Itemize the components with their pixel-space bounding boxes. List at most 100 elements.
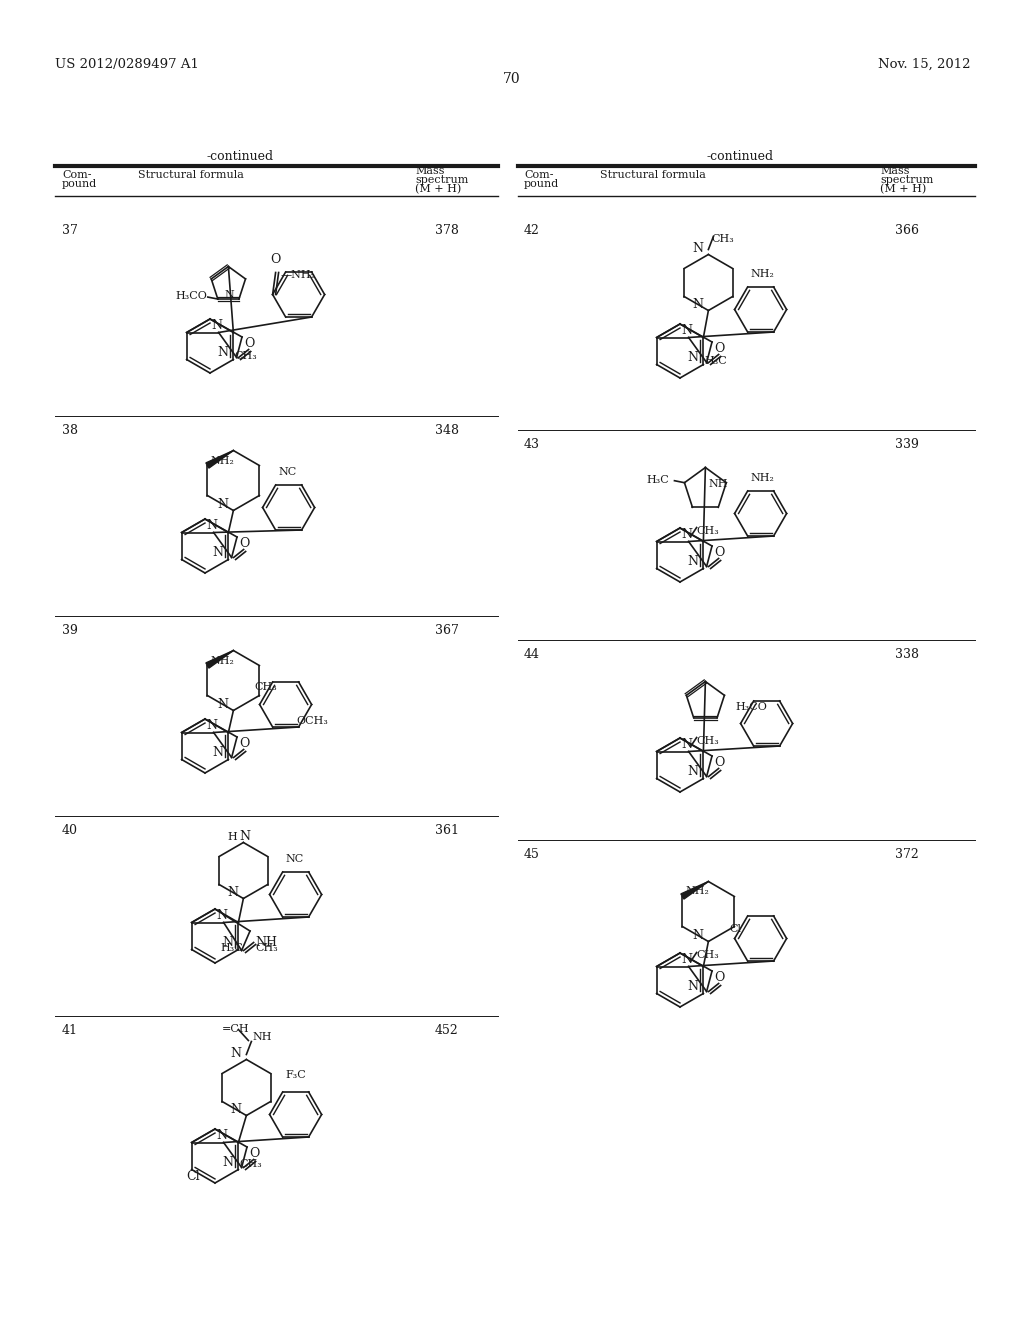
- Text: N: N: [216, 909, 227, 921]
- Text: CH₃: CH₃: [234, 351, 257, 360]
- Text: 339: 339: [895, 438, 919, 451]
- Text: 40: 40: [62, 824, 78, 837]
- Text: Com-: Com-: [524, 170, 554, 180]
- Text: CH₃: CH₃: [239, 1159, 262, 1170]
- Text: F₃C: F₃C: [286, 1071, 306, 1080]
- Text: H₃C: H₃C: [646, 475, 670, 484]
- Text: H: H: [227, 832, 238, 842]
- Polygon shape: [206, 450, 233, 469]
- Text: 44: 44: [524, 648, 540, 661]
- Text: 39: 39: [62, 624, 78, 638]
- Text: N: N: [692, 929, 702, 942]
- Text: NH₂: NH₂: [210, 455, 234, 466]
- Text: 366: 366: [895, 224, 919, 238]
- Text: NH: NH: [709, 479, 728, 488]
- Text: N: N: [211, 319, 222, 333]
- Text: —NH₂: —NH₂: [281, 271, 315, 281]
- Text: pound: pound: [62, 180, 97, 189]
- Text: N: N: [687, 766, 698, 777]
- Text: O: O: [715, 546, 725, 558]
- Text: N: N: [687, 554, 698, 568]
- Text: CH₃: CH₃: [712, 235, 734, 244]
- Text: 378: 378: [435, 224, 459, 238]
- Text: NH: NH: [256, 936, 278, 949]
- Text: N: N: [229, 1104, 241, 1115]
- Text: O: O: [240, 537, 250, 550]
- Text: O: O: [715, 972, 725, 983]
- Text: 70: 70: [503, 73, 521, 86]
- Text: N: N: [217, 698, 228, 711]
- Text: Mass: Mass: [880, 166, 909, 176]
- Text: N: N: [687, 979, 698, 993]
- Text: N: N: [212, 746, 223, 759]
- Text: NH₂: NH₂: [751, 269, 774, 279]
- Text: Cl: Cl: [730, 924, 741, 933]
- Text: Structural formula: Structural formula: [600, 170, 706, 180]
- Text: 37: 37: [62, 224, 78, 238]
- Text: 45: 45: [524, 847, 540, 861]
- Text: N: N: [239, 830, 250, 843]
- Text: spectrum: spectrum: [880, 176, 933, 185]
- Text: N: N: [227, 886, 238, 899]
- Text: N: N: [681, 323, 692, 337]
- Text: N: N: [206, 719, 217, 733]
- Text: CH₃: CH₃: [255, 682, 278, 693]
- Text: 41: 41: [62, 1024, 78, 1038]
- Text: NH₂: NH₂: [210, 656, 234, 665]
- Text: N: N: [206, 519, 217, 532]
- Text: 43: 43: [524, 438, 540, 451]
- Text: CH₃: CH₃: [696, 735, 720, 746]
- Text: O: O: [270, 253, 281, 267]
- Polygon shape: [681, 882, 709, 899]
- Text: -continued: -continued: [707, 150, 773, 162]
- Text: H₃CO: H₃CO: [176, 292, 208, 301]
- Text: O: O: [240, 737, 250, 750]
- Text: spectrum: spectrum: [415, 176, 468, 185]
- Text: OCH₃: OCH₃: [297, 717, 329, 726]
- Text: H₃C: H₃C: [705, 356, 727, 366]
- Text: NC: NC: [286, 854, 304, 865]
- Text: NH₂: NH₂: [751, 473, 774, 483]
- Text: H₃C: H₃C: [220, 942, 243, 953]
- Text: O: O: [715, 756, 725, 770]
- Text: H₃CO: H₃CO: [735, 701, 768, 711]
- Text: O: O: [250, 1147, 260, 1160]
- Text: 452: 452: [435, 1024, 459, 1038]
- Text: 361: 361: [435, 824, 459, 837]
- Text: N: N: [217, 346, 228, 359]
- Text: N: N: [681, 738, 692, 751]
- Text: CH₃: CH₃: [255, 942, 278, 953]
- Text: N: N: [229, 1047, 241, 1060]
- Text: US 2012/0289497 A1: US 2012/0289497 A1: [55, 58, 199, 71]
- Text: NH₂: NH₂: [685, 887, 710, 896]
- Text: Mass: Mass: [415, 166, 444, 176]
- Text: Com-: Com-: [62, 170, 91, 180]
- Text: O: O: [715, 342, 725, 355]
- Text: N: N: [217, 498, 228, 511]
- Text: N: N: [681, 528, 692, 541]
- Text: N: N: [687, 351, 698, 364]
- Text: 38: 38: [62, 424, 78, 437]
- Text: 348: 348: [435, 424, 459, 437]
- Text: Structural formula: Structural formula: [138, 170, 244, 180]
- Text: 372: 372: [895, 847, 919, 861]
- Text: CH₃: CH₃: [696, 525, 720, 536]
- Text: Nov. 15, 2012: Nov. 15, 2012: [878, 58, 970, 71]
- Text: 42: 42: [524, 224, 540, 238]
- Text: pound: pound: [524, 180, 559, 189]
- Text: =CH: =CH: [221, 1024, 249, 1035]
- Text: N: N: [224, 290, 233, 300]
- Text: NC: NC: [279, 467, 297, 477]
- Text: -continued: -continued: [207, 150, 273, 162]
- Polygon shape: [206, 651, 233, 668]
- Text: N: N: [222, 936, 232, 949]
- Text: N: N: [692, 298, 702, 312]
- Text: Cl: Cl: [186, 1171, 200, 1184]
- Text: (M + H): (M + H): [415, 183, 461, 194]
- Text: 338: 338: [895, 648, 919, 661]
- Text: O: O: [245, 337, 255, 350]
- Text: N: N: [681, 953, 692, 966]
- Text: N: N: [216, 1129, 227, 1142]
- Text: N: N: [222, 1156, 232, 1170]
- Text: NH: NH: [252, 1031, 272, 1041]
